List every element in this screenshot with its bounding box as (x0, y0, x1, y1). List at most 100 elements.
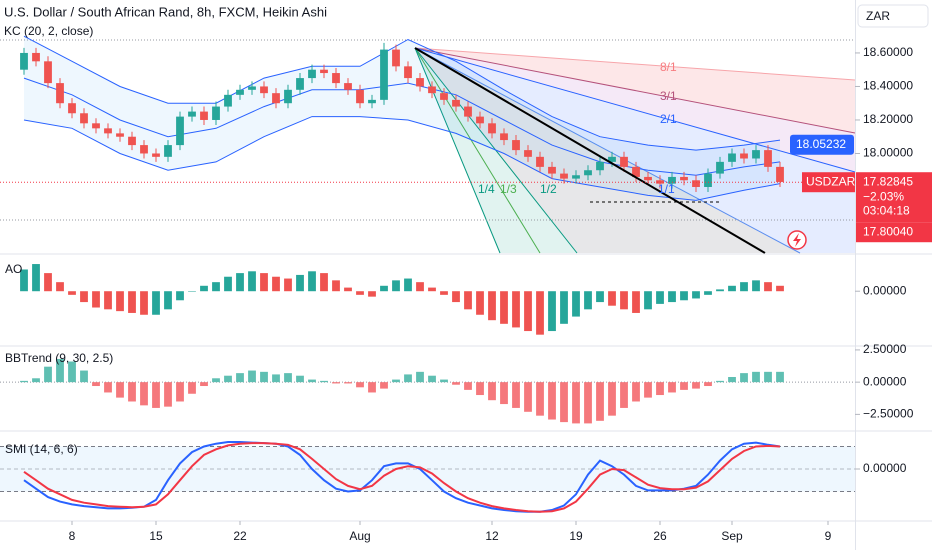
histogram-bar (536, 291, 544, 335)
histogram-bar (188, 382, 196, 394)
histogram-bar (596, 382, 604, 421)
candle-body (764, 150, 772, 167)
fan-zone (415, 48, 855, 253)
histogram-bar (428, 375, 436, 383)
histogram-bar (332, 280, 340, 292)
candle-body (224, 94, 232, 107)
fan-line (414, 47, 501, 254)
candle-body (668, 176, 676, 184)
candle-body (572, 175, 580, 179)
candle-body (584, 170, 592, 176)
histogram-bar (368, 382, 376, 393)
candle-body (272, 93, 280, 104)
histogram-bar (464, 291, 472, 310)
candle-body (152, 153, 160, 157)
candle-body (188, 111, 196, 117)
histogram-bar (536, 382, 544, 416)
candle-body (68, 103, 76, 114)
histogram-bar (104, 382, 112, 393)
histogram-bar (500, 291, 508, 324)
y-tick-label: 18.40000 (863, 79, 913, 93)
histogram-bar (752, 371, 760, 383)
histogram-bar (440, 291, 448, 295)
candle-body (104, 128, 112, 134)
histogram-bar (596, 291, 604, 303)
histogram-bar (776, 285, 784, 292)
candle-body (176, 116, 184, 146)
histogram-bar (224, 375, 232, 383)
histogram-bar (440, 379, 448, 383)
histogram-bar (260, 273, 268, 292)
histogram-bar (524, 382, 532, 412)
panel-title: SMI (14, 6, 6) (5, 442, 78, 456)
histogram-bar (68, 361, 76, 383)
candle-body (248, 86, 256, 90)
y-tick-label: 0.00000 (863, 374, 907, 388)
fan-line (414, 47, 856, 173)
histogram-bar (752, 280, 760, 292)
candle-body (608, 156, 616, 162)
histogram-bar (248, 370, 256, 383)
panel-title: AO (5, 262, 22, 276)
histogram-bar (344, 382, 352, 384)
candle-body (488, 123, 496, 134)
histogram-bar (632, 291, 640, 313)
candle-body (596, 161, 604, 171)
fan-label: 1/4 (478, 182, 495, 196)
smi-line (23, 442, 781, 513)
candle-body (680, 176, 688, 181)
histogram-bar (644, 382, 652, 398)
histogram-bar (764, 282, 772, 292)
histogram-bar (212, 282, 220, 292)
candle-body (236, 89, 244, 95)
candle-body (476, 116, 484, 124)
candle-body (56, 83, 64, 104)
change: −2.03% (863, 189, 904, 203)
histogram-bar (476, 382, 484, 396)
price-labels: 18.60000 18.40000 18.20000 18.00000 18.05232… (0, 45, 932, 543)
candle-body (356, 89, 364, 104)
histogram-bar (572, 291, 580, 317)
histogram-bar (740, 373, 748, 383)
candle-body (284, 89, 292, 104)
fan-line (414, 47, 856, 81)
histogram-bar (728, 376, 736, 383)
histogram-bar (236, 373, 244, 383)
histogram-bar (380, 382, 388, 389)
histogram-bar (356, 382, 364, 388)
histogram-bar (92, 382, 100, 387)
histogram-bar (392, 280, 400, 292)
candle-body (212, 106, 220, 120)
histogram-bar (656, 291, 664, 304)
histogram-bar (776, 371, 784, 383)
histogram-bar (464, 382, 472, 390)
candle-body (620, 156, 628, 167)
candle-body (548, 166, 556, 174)
histogram-bar (680, 291, 688, 301)
histogram-bar (212, 378, 220, 383)
fan-label: 1/1 (658, 182, 675, 196)
candle-body (752, 150, 760, 159)
currency-box[interactable] (857, 4, 929, 28)
histogram-bar (764, 371, 772, 383)
channel-fill (24, 36, 780, 201)
histogram-bar (668, 291, 676, 303)
histogram-bar (548, 291, 556, 332)
histogram-bar (116, 382, 124, 398)
candle-body (116, 133, 124, 137)
histogram-bar (620, 291, 628, 310)
panel-title: BBTrend (9, 30, 2.5) (5, 351, 113, 365)
x-tick-label: 19 (569, 529, 583, 543)
histogram-bar (512, 291, 520, 328)
last-price: 17.82845 (863, 174, 913, 188)
x-tick-label: Sep (721, 529, 743, 543)
y-tick-label: 2.50000 (863, 342, 907, 356)
candle-body (92, 123, 100, 129)
candle-body (428, 86, 436, 94)
histogram-bar (572, 382, 580, 424)
marks (0, 35, 855, 513)
fan-line (414, 47, 801, 254)
alert-icon-bolt (793, 233, 801, 247)
